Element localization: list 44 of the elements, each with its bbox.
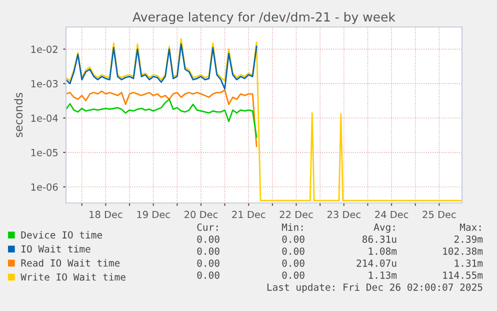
text: Min: (282, 223, 303, 231)
line-series (66, 43, 258, 90)
line-series (66, 38, 462, 202)
line-series (66, 89, 258, 148)
text: 0.00 (282, 259, 304, 267)
x-tick-label: 23 Dec (327, 210, 360, 218)
y-tick-label: 1e-04 (31, 114, 58, 122)
chart-title: Average latency for /dev/dm-21 - by week (132, 12, 396, 24)
y-tick-label: 1e-03 (31, 80, 58, 88)
y-tick-label: 1e-06 (31, 183, 58, 191)
text: 214.07u (356, 259, 396, 267)
legend-label: Device IO time (21, 231, 102, 239)
text: 1.13m (368, 271, 397, 279)
legend-label: IO Wait time (22, 245, 90, 253)
text: 0.00 (282, 247, 304, 255)
text: 0.00 (197, 259, 220, 267)
x-tick-label: 24 Dec (375, 210, 408, 218)
x-tick-label: 20 Dec (184, 210, 218, 218)
text: 86.31u (362, 235, 396, 243)
x-tick-label: 25 Dec (422, 210, 456, 218)
text: 1.08m (368, 247, 397, 255)
text: Avg: (374, 224, 395, 233)
y-tick-label: 1e-05 (31, 148, 58, 156)
x-tick-label: 22 Dec (280, 210, 313, 218)
text: 1.31m (454, 259, 483, 267)
text: 0.00 (197, 235, 220, 243)
text: 0.00 (197, 271, 220, 279)
text: 102.38m (443, 247, 483, 255)
line-series (66, 98, 258, 138)
text: 114.55m (443, 272, 483, 279)
y-axis-title: seconds (14, 92, 23, 138)
legend-label: Write IO Wait time (20, 273, 126, 281)
text: Max: (460, 224, 481, 231)
text: 0.00 (197, 247, 220, 255)
text: 0.00 (282, 271, 304, 279)
x-tick-label: 18 Dec (90, 210, 122, 218)
x-tick-label: 19 Dec (137, 210, 170, 218)
text: 0.00 (282, 235, 304, 243)
text: Last update: Fri Dec 26 02:00:07 2025 (267, 283, 482, 293)
text: Cur: (197, 223, 218, 231)
legend-label: Read IO Wait time (21, 259, 120, 267)
x-tick-label: 21 Dec (232, 210, 266, 218)
y-tick-label: 1e-02 (31, 46, 58, 53)
text: 2.39m (454, 235, 483, 243)
